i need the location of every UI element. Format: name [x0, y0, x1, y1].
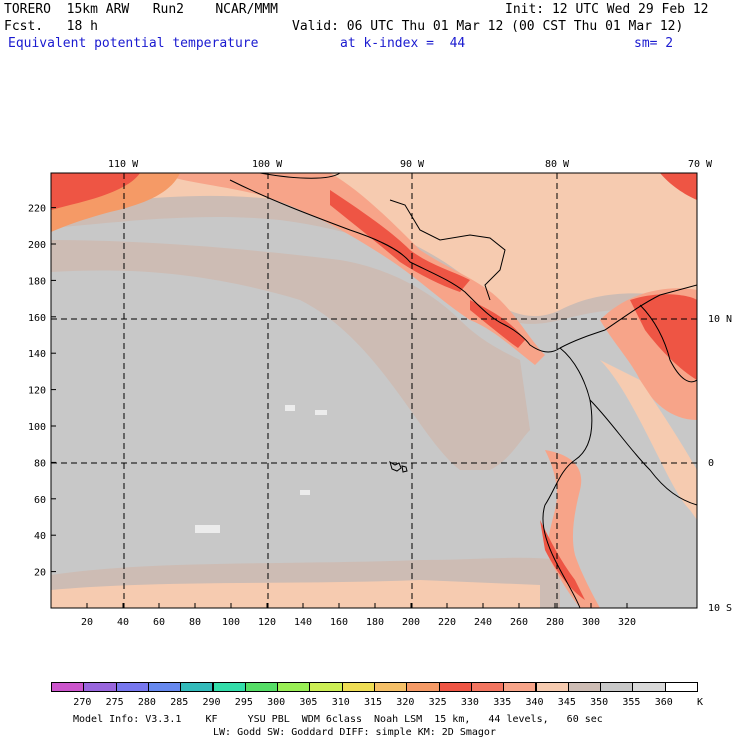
colorbar-label: 300 — [267, 697, 286, 708]
colorbar-label: 270 — [73, 697, 92, 708]
colorbar-label: 340 — [525, 697, 544, 708]
y-tick-label: 140 — [28, 349, 46, 360]
model-info: Model Info: V3.3.1 KF YSU PBL WDM 6class… — [73, 714, 603, 725]
y-tick-label: 180 — [28, 276, 46, 287]
x-tick-label: 320 — [618, 617, 636, 628]
x-tick-label: 40 — [117, 617, 129, 628]
colorbar-swatch — [244, 682, 279, 692]
y-tick-label: 220 — [28, 204, 46, 215]
model-run-title: TORERO 15km ARW Run2 NCAR/MMM — [4, 2, 278, 17]
colorbar-label: 310 — [331, 697, 350, 708]
y-tick-label: 80 — [34, 458, 46, 469]
x-tick-label: 280 — [546, 617, 564, 628]
colorbar-swatch — [374, 682, 408, 692]
x-tick-label: 80 — [189, 617, 201, 628]
y-tick-label: 120 — [28, 386, 46, 397]
colorbar-label: 350 — [590, 697, 609, 708]
colorbar-label: 330 — [460, 697, 479, 708]
colorbar-swatch — [406, 682, 440, 692]
colorbar-swatch — [535, 682, 569, 692]
colorbar-label: 335 — [493, 697, 512, 708]
map-frame — [50, 172, 698, 609]
y-tick-label: 20 — [34, 568, 46, 579]
lat-label-10s: 10 S — [708, 603, 733, 614]
x-tick-label: 140 — [294, 617, 312, 628]
y-tick-label: 60 — [34, 495, 46, 506]
colorbar-swatch — [147, 682, 182, 692]
colorbar-label: 315 — [364, 697, 383, 708]
lon-label-110w: 110 W — [108, 159, 139, 170]
y-tick-label: 100 — [28, 422, 46, 433]
x-tick-label: 20 — [81, 617, 93, 628]
x-tick-label: 160 — [330, 617, 348, 628]
field-name: Equivalent potential temperature — [8, 36, 259, 51]
colorbar-label: 355 — [622, 697, 641, 708]
lon-label-100w: 100 W — [252, 159, 283, 170]
colorbar-label: 345 — [557, 697, 576, 708]
y-tick-label: 200 — [28, 240, 46, 251]
lon-label-70w: 70 W — [688, 159, 713, 170]
init-time: Init: 12 UTC Wed 29 Feb 12 — [505, 2, 709, 17]
colorbar-swatch — [51, 682, 85, 692]
colorbar-swatch — [115, 682, 149, 692]
colorbar-label: 320 — [396, 697, 415, 708]
x-tick-label: 120 — [258, 617, 276, 628]
colorbar-swatch — [632, 682, 666, 692]
colorbar-swatch — [470, 682, 505, 692]
x-tick-label: 240 — [474, 617, 492, 628]
colorbar-unit: K — [697, 697, 704, 708]
theta-e-field — [51, 173, 697, 608]
lat-label-0: 0 — [708, 458, 715, 469]
colorbar-swatch — [600, 682, 634, 692]
colorbar-label: 295 — [234, 697, 253, 708]
x-tick-label: 260 — [510, 617, 528, 628]
colorbar-label: 290 — [202, 697, 221, 708]
colorbar-swatch — [341, 682, 375, 692]
y-tick-label: 160 — [28, 313, 46, 324]
colorbar-swatch — [664, 682, 698, 692]
forecast-hour: Fcst. 18 h — [4, 19, 98, 34]
valid-time: Valid: 06 UTC Thu 01 Mar 12 (00 CST Thu … — [292, 19, 684, 34]
colorbar-label: 325 — [428, 697, 447, 708]
colorbar-label: 360 — [654, 697, 673, 708]
lon-label-90w: 90 W — [400, 159, 425, 170]
colorbar-swatch — [309, 682, 343, 692]
colorbar-swatch — [503, 682, 537, 692]
x-tick-label: 60 — [153, 617, 165, 628]
x-tick-label: 300 — [582, 617, 600, 628]
x-tick-label: 100 — [222, 617, 240, 628]
colorbar-label: 285 — [170, 697, 189, 708]
colorbar-swatch — [567, 682, 602, 692]
lon-label-80w: 80 W — [545, 159, 570, 170]
physics-info: LW: Godd SW: Goddard DIFF: simple KM: 2D… — [213, 727, 496, 738]
colorbar-label: 305 — [299, 697, 318, 708]
colorbar-swatch — [83, 682, 117, 692]
x-tick-label: 180 — [366, 617, 384, 628]
lat-label-10n: 10 N — [708, 314, 733, 325]
colorbar-swatch — [438, 682, 472, 692]
colorbar-swatch — [277, 682, 311, 692]
y-tick-label: 40 — [34, 531, 46, 542]
x-tick-label: 200 — [402, 617, 420, 628]
colorbar-label: 280 — [137, 697, 156, 708]
k-index: at k-index = 44 — [340, 36, 466, 51]
colorbar-swatch — [212, 682, 246, 692]
latlon-grid — [51, 173, 697, 608]
smoothing: sm= 2 — [634, 36, 674, 51]
x-tick-label: 220 — [438, 617, 456, 628]
colorbar-label: 275 — [105, 697, 124, 708]
colorbar-swatch — [180, 682, 214, 692]
